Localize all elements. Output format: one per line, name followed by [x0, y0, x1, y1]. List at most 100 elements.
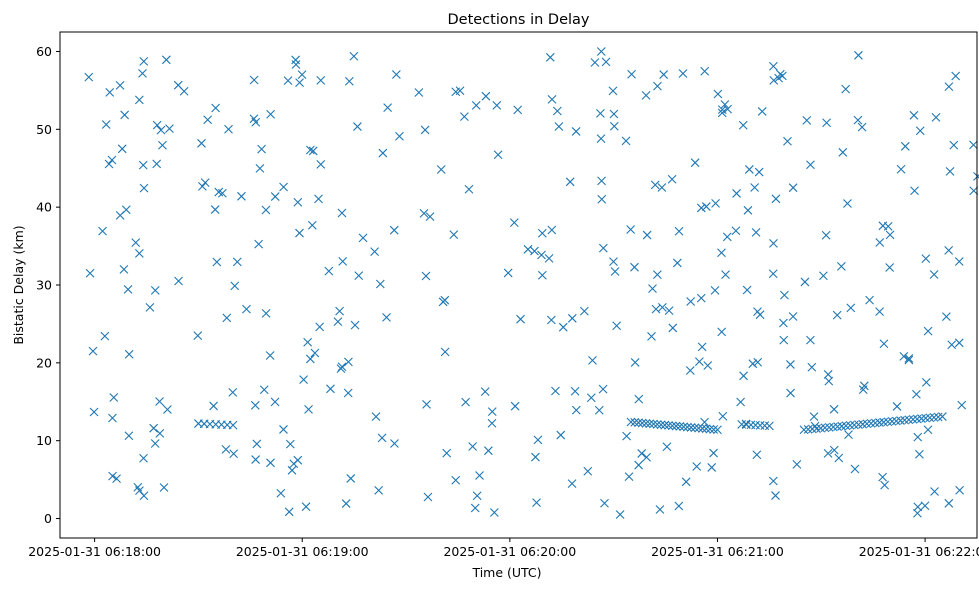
detection-point — [887, 416, 897, 426]
detection-point — [667, 174, 677, 184]
detection-point — [101, 120, 111, 129]
detection-point — [609, 121, 619, 131]
detection-point — [358, 233, 368, 243]
detection-point — [85, 268, 95, 278]
x-tick-label: 2025-01-31 06:20:00 — [443, 544, 576, 559]
detection-point — [155, 397, 164, 406]
detection-point — [656, 420, 666, 430]
detection-point — [841, 421, 851, 431]
detection-point — [624, 472, 634, 481]
y-tick-label: 40 — [36, 200, 52, 215]
y-tick-label: 20 — [36, 355, 52, 370]
detection-point — [955, 485, 965, 495]
detection-point — [421, 271, 431, 281]
detection-point — [885, 230, 895, 240]
detection-point — [586, 393, 596, 403]
detection-point — [284, 507, 294, 517]
detection-point — [315, 322, 325, 332]
detection-point — [775, 69, 785, 79]
detection-point — [249, 114, 259, 124]
detection-point — [516, 314, 525, 324]
detection-point — [900, 141, 910, 151]
detection-point — [350, 320, 360, 330]
detection-point — [816, 423, 826, 433]
detection-point — [100, 331, 110, 341]
detection-point — [904, 354, 914, 363]
detection-point — [622, 431, 632, 441]
detection-point — [161, 55, 171, 65]
detection-point — [769, 239, 778, 248]
detection-point — [554, 122, 564, 131]
detection-point — [806, 160, 815, 170]
detection-point — [713, 425, 722, 435]
detection-point — [930, 487, 939, 496]
detection-point — [751, 227, 761, 237]
detection-point — [883, 417, 893, 427]
x-tick-label: 2025-01-31 06:18:00 — [28, 544, 161, 559]
detection-point — [531, 452, 540, 462]
detection-point — [459, 112, 469, 122]
detection-point — [279, 182, 288, 192]
detection-point — [681, 477, 691, 487]
detection-point — [642, 452, 651, 462]
detection-point — [696, 293, 706, 303]
x-tick-label: 2025-01-31 06:19:00 — [236, 544, 369, 559]
detection-point — [694, 357, 704, 366]
detection-point — [104, 159, 114, 169]
detection-point — [709, 448, 718, 458]
detection-point — [120, 110, 130, 120]
detection-point — [717, 327, 727, 337]
detection-point — [270, 192, 280, 201]
detection-point — [509, 218, 519, 228]
detection-point — [487, 418, 497, 428]
detection-point — [259, 385, 269, 395]
detection-point — [809, 412, 819, 422]
detection-point — [627, 69, 636, 79]
detection-point — [266, 458, 275, 468]
y-tick-label: 50 — [36, 122, 52, 137]
detection-point — [344, 357, 353, 367]
detection-point — [139, 183, 149, 193]
detection-point — [917, 414, 926, 423]
y-tick-label: 30 — [36, 278, 52, 293]
detection-point — [588, 355, 597, 365]
detection-point — [696, 203, 706, 213]
detection-point — [834, 453, 844, 463]
detection-point — [108, 471, 117, 481]
detection-point — [156, 125, 166, 135]
detection-point — [308, 146, 318, 156]
detection-point — [150, 285, 160, 295]
detection-point — [739, 371, 748, 381]
detection-point — [824, 422, 834, 432]
detection-point — [451, 475, 461, 485]
detection-point — [783, 136, 792, 146]
detection-point — [675, 422, 685, 431]
detection-point — [829, 445, 839, 455]
detection-point — [771, 491, 780, 500]
detection-point — [567, 313, 577, 323]
detection-point — [232, 257, 242, 267]
detection-point — [107, 155, 117, 165]
detection-point — [879, 339, 889, 349]
detection-point — [134, 249, 144, 258]
detection-point — [314, 194, 323, 204]
detection-point — [685, 366, 695, 375]
detection-point — [944, 246, 954, 255]
detection-point — [124, 431, 134, 441]
detection-point — [420, 125, 430, 135]
detection-point — [255, 163, 265, 173]
detection-point — [594, 405, 604, 415]
detection-point — [698, 424, 707, 433]
detection-point — [879, 417, 889, 427]
detection-point — [634, 418, 643, 428]
detection-point — [803, 425, 813, 434]
detection-point — [547, 95, 557, 104]
detection-point — [371, 412, 381, 422]
detection-point — [824, 376, 834, 386]
detection-point — [951, 71, 961, 81]
detection-point — [391, 70, 401, 79]
detection-point — [802, 115, 812, 125]
detection-point — [378, 148, 388, 158]
detection-point — [690, 423, 700, 433]
detection-point — [440, 347, 450, 357]
